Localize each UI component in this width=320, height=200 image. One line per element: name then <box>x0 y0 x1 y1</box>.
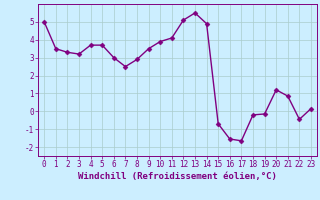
X-axis label: Windchill (Refroidissement éolien,°C): Windchill (Refroidissement éolien,°C) <box>78 172 277 181</box>
